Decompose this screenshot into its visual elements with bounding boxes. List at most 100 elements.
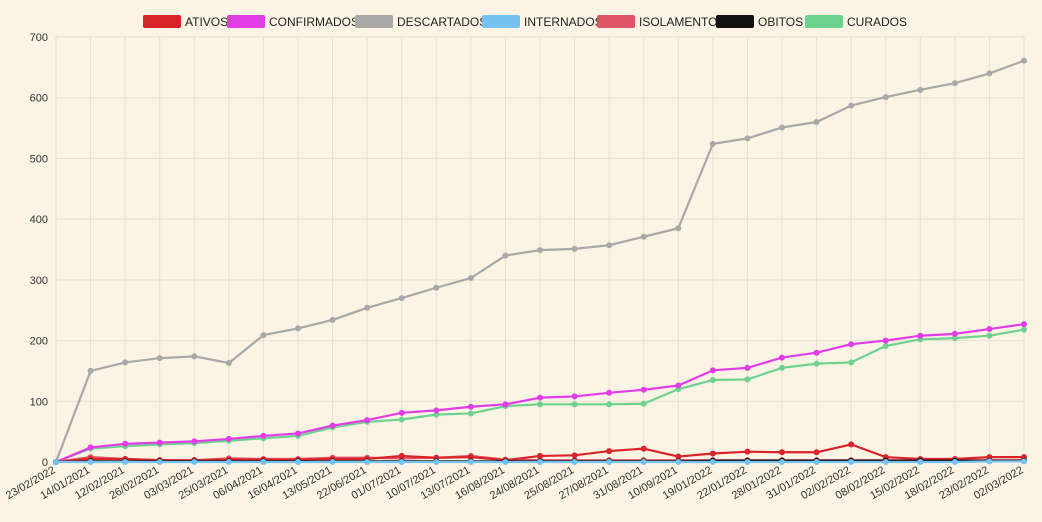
data-point [848,341,855,348]
data-point [779,364,785,371]
data-point [813,459,820,465]
legend-swatch [227,15,265,28]
data-point [744,376,751,383]
data-point [295,325,301,332]
data-point [709,459,716,465]
data-point [398,295,405,302]
series-internados [53,458,1027,465]
legend-item-descartados: DESCARTADOS [355,15,487,29]
y-tick-label: 500 [30,153,48,165]
y-tick-label: 600 [30,93,48,105]
data-point [744,448,751,455]
data-point [571,401,578,408]
data-point [882,94,889,101]
data-point [502,459,509,465]
data-point [606,401,613,408]
data-point [398,409,405,416]
data-point [433,459,440,465]
legend-label: CURADOS [847,15,907,29]
data-point [1021,326,1027,333]
data-point [537,401,543,408]
data-point [329,422,336,429]
data-point [951,459,958,465]
data-point [882,343,889,350]
data-point [191,353,198,360]
legend-swatch [597,15,635,28]
data-point [225,435,232,442]
data-point [225,360,232,367]
data-point [986,70,993,77]
data-point [433,411,440,418]
data-point [398,459,405,465]
legend-label: DESCARTADOS [397,15,487,29]
data-point [779,354,785,361]
data-point [813,119,820,125]
data-point [640,386,647,393]
data-point [848,102,855,109]
data-point [709,140,716,147]
data-point [295,430,301,437]
data-point [156,439,163,446]
data-point [813,349,820,356]
data-point [709,367,716,374]
legend-swatch [355,15,393,28]
grid-lines [55,36,1025,463]
data-point [675,382,682,389]
data-point [917,459,924,465]
data-point [951,335,958,342]
data-point [779,449,785,456]
y-tick-label: 100 [30,396,48,408]
legend: ATIVOS CONFIRMADOS DESCARTADOS INTERNADOS IS… [143,15,907,29]
data-point [329,316,336,323]
y-tick-label: 300 [30,275,48,287]
data-point [53,459,59,465]
data-point [779,124,785,131]
y-tick-label: 700 [30,32,48,44]
data-point [606,448,613,455]
data-point [951,330,958,337]
y-tick-label: 400 [30,214,48,226]
data-point [813,360,820,367]
data-point [779,459,785,465]
data-point [986,332,993,339]
legend-item-internados: INTERNADOS [482,15,603,29]
data-point [537,394,543,401]
data-point [848,459,855,465]
data-point [156,459,163,465]
data-point [260,432,267,439]
data-point [848,359,855,366]
data-point [744,364,751,371]
legend-item-obitos: OBITOS [716,15,803,29]
data-point [467,403,474,410]
data-point [1021,57,1027,64]
legend-swatch [805,15,843,28]
data-point [122,359,129,366]
data-point [398,416,405,423]
data-point [537,247,543,254]
data-point [640,459,647,465]
y-tick-label: 200 [30,336,48,348]
legend-item-isolamento: ISOLAMENTO [597,15,717,29]
data-point [744,459,751,465]
legend-swatch [143,15,181,28]
data-point [917,332,924,339]
data-point [606,242,613,249]
data-point [260,459,267,465]
data-point [467,275,474,282]
data-point [87,367,94,374]
data-point [813,449,820,456]
data-point [467,454,474,461]
data-point [295,459,301,465]
data-point [1021,321,1027,328]
legend-swatch [716,15,754,28]
data-point [986,458,993,465]
data-point [917,86,924,93]
data-point [467,459,474,465]
data-point [364,459,371,465]
data-point [640,233,647,240]
data-point [571,459,578,465]
data-point [709,450,716,457]
data-point [502,401,509,408]
data-point [537,459,543,465]
